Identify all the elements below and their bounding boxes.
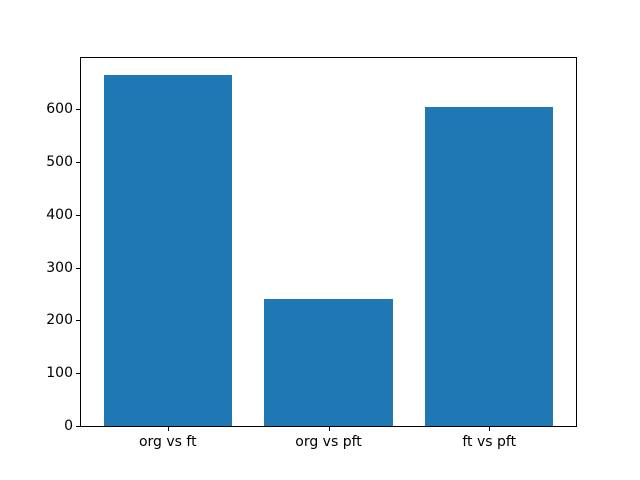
x-tick-mark bbox=[489, 427, 491, 431]
bar-ft-vs-pft bbox=[424, 106, 554, 426]
y-tick-label: 0 bbox=[64, 418, 73, 434]
y-tick-mark bbox=[76, 109, 80, 111]
y-tick-mark bbox=[76, 162, 80, 163]
y-tick-label: 500 bbox=[46, 154, 73, 170]
x-tick-label: ft vs pft bbox=[462, 434, 517, 450]
y-tick-mark bbox=[76, 214, 80, 216]
y-tick-label: 100 bbox=[46, 365, 73, 382]
bar-org-vs-ft bbox=[103, 75, 233, 426]
y-tick-label: 200 bbox=[46, 312, 73, 329]
x-tick-label: org vs ft bbox=[138, 434, 197, 450]
y-tick-label: 300 bbox=[46, 259, 73, 276]
y-tick-mark bbox=[76, 320, 80, 322]
y-tick-mark bbox=[76, 267, 80, 269]
y-tick-mark bbox=[76, 426, 80, 427]
y-tick-mark bbox=[76, 373, 80, 375]
y-tick-label: 600 bbox=[46, 101, 73, 118]
bar-org-vs-pft bbox=[264, 299, 393, 426]
plot-area bbox=[80, 57, 577, 427]
x-tick-mark bbox=[328, 427, 330, 431]
y-tick-label: 400 bbox=[46, 206, 73, 223]
x-tick-mark bbox=[167, 427, 169, 431]
x-tick-label: org vs pft bbox=[295, 434, 362, 450]
